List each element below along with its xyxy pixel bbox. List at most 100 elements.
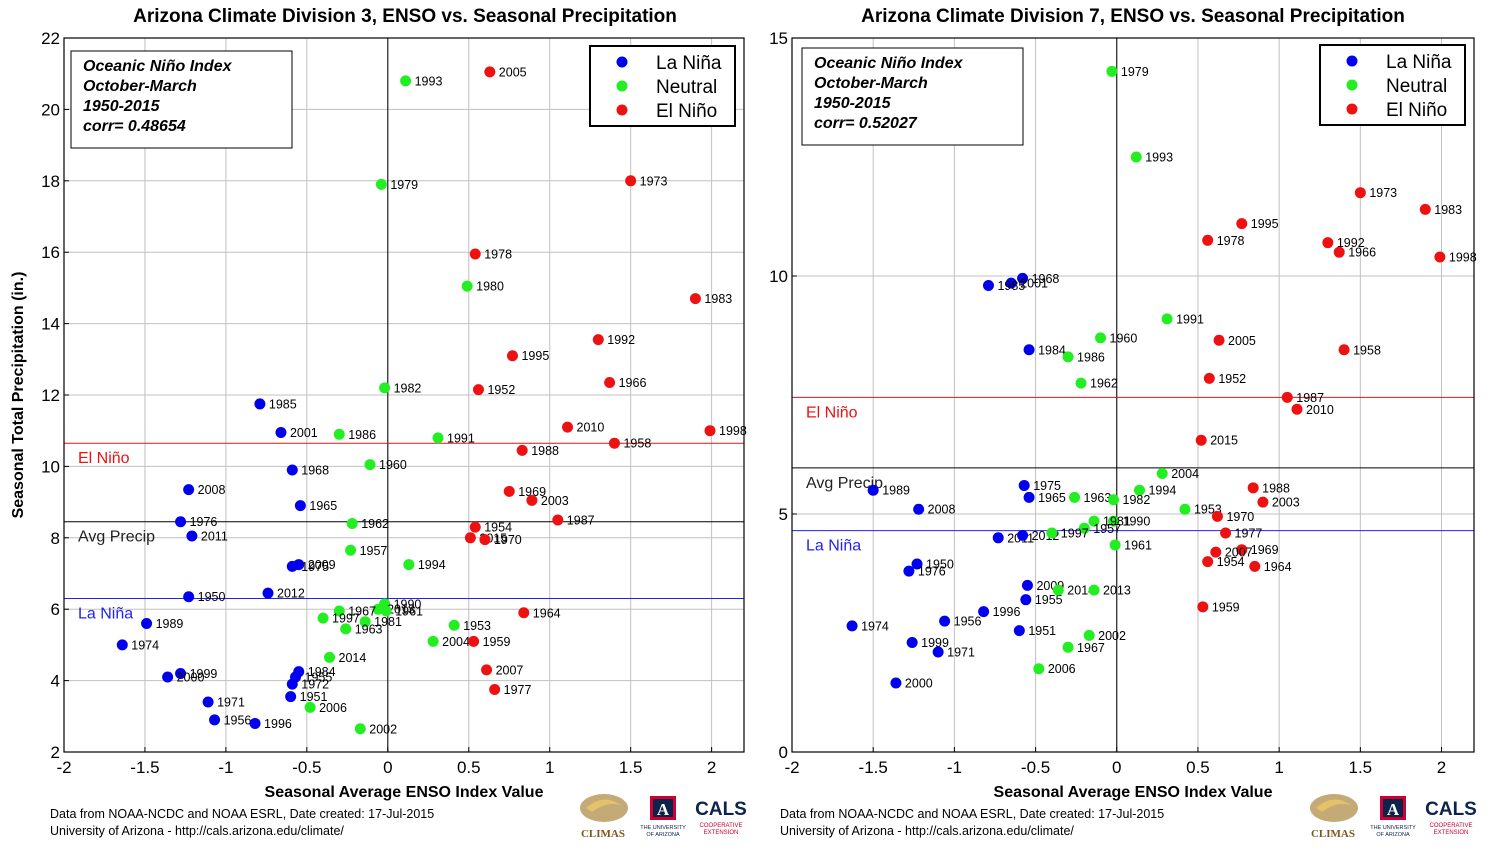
data-point-label: 1992 xyxy=(607,333,635,347)
data-point xyxy=(1419,203,1431,215)
data-point-label: 1958 xyxy=(1353,343,1381,357)
data-point-label: 1965 xyxy=(309,499,337,513)
data-point-label: 1966 xyxy=(619,376,647,390)
data-point-label: 1972 xyxy=(301,678,329,692)
data-point xyxy=(479,534,491,546)
data-point xyxy=(1220,527,1232,539)
data-point-label: 1963 xyxy=(355,622,383,636)
y-tick-label: 20 xyxy=(41,100,60,119)
x-tick-label: -2 xyxy=(784,758,799,777)
y-tick-label: 4 xyxy=(51,672,60,691)
data-point-label: 1982 xyxy=(394,381,422,395)
cals-logo-text: CALS xyxy=(695,799,747,820)
legend-entry: El Niño xyxy=(1386,100,1447,121)
series-la-ni-a: 1968200119851984197519891965200820112012… xyxy=(846,272,1066,690)
data-point-label: 2013 xyxy=(387,603,415,617)
data-point xyxy=(1033,663,1045,675)
x-tick-label: 2 xyxy=(707,758,716,777)
x-tick-label: 1.5 xyxy=(1349,758,1373,777)
series-neutral: 1979 1993 1991 1960 1986 1962 2004 1994 1963 1982… xyxy=(1033,65,1222,676)
data-point-label: 1989 xyxy=(882,484,910,498)
data-point-label: 1973 xyxy=(640,174,668,188)
climas-logo-sun xyxy=(1316,799,1352,812)
data-point xyxy=(254,398,266,410)
reference-line-label: El Niño xyxy=(78,450,130,467)
data-point xyxy=(375,178,387,190)
data-point xyxy=(1281,391,1293,403)
data-point-label: 1964 xyxy=(1264,560,1292,574)
data-point-label: 1970 xyxy=(494,533,522,547)
data-point-label: 1993 xyxy=(415,74,443,88)
data-point-label: 1969 xyxy=(1251,543,1279,557)
data-point xyxy=(141,617,153,629)
data-point-label: 1976 xyxy=(190,515,218,529)
info-box-line: corr= 0.48654 xyxy=(83,118,186,135)
data-point xyxy=(380,605,392,617)
data-point-label: 1997 xyxy=(332,612,360,626)
data-point xyxy=(1088,584,1100,596)
info-box-line: Oceanic Niño Index xyxy=(83,58,233,75)
x-tick-label: 0.5 xyxy=(1186,758,1210,777)
data-point xyxy=(1020,594,1032,606)
x-axis-label: Seasonal Average ENSO Index Value xyxy=(265,784,544,801)
data-point xyxy=(1247,482,1259,494)
legend-marker xyxy=(616,80,628,92)
data-point xyxy=(333,605,345,617)
data-point xyxy=(1108,515,1120,527)
data-point xyxy=(846,620,858,632)
chart-title: Arizona Climate Division 3, ENSO vs. Sea… xyxy=(133,6,677,27)
data-point-label: 1957 xyxy=(1093,522,1121,536)
data-point xyxy=(1130,151,1142,163)
footer-university-link: University of Arizona - http://cals.ariz… xyxy=(780,824,1074,838)
data-point-label: 1956 xyxy=(954,615,982,629)
data-point xyxy=(867,484,879,496)
data-point xyxy=(489,684,501,696)
data-point xyxy=(1023,491,1035,503)
data-point xyxy=(1213,334,1225,346)
data-point xyxy=(468,635,480,647)
data-point-label: 2008 xyxy=(198,483,226,497)
data-point xyxy=(932,646,944,658)
x-tick-label: -1 xyxy=(218,758,233,777)
footer-university-link: University of Arizona - http://cals.ariz… xyxy=(50,824,344,838)
data-point xyxy=(175,667,187,679)
footer-data-source: Data from NOAA-NCDC and NOAA ESRL, Date … xyxy=(50,807,434,821)
data-point xyxy=(286,560,298,572)
data-point-label: 1967 xyxy=(1077,641,1105,655)
data-point xyxy=(625,175,637,187)
data-point xyxy=(1069,491,1081,503)
data-point-label: 1968 xyxy=(301,463,329,477)
y-tick-label: 2 xyxy=(51,743,60,762)
data-point-label: 1956 xyxy=(224,713,252,727)
data-point-label: 1996 xyxy=(993,605,1021,619)
reference-line-label: El Niño xyxy=(806,404,858,421)
data-point xyxy=(1021,579,1033,591)
data-point-label: 1983 xyxy=(704,292,732,306)
data-point xyxy=(608,437,620,449)
info-box-line: Oceanic Niño Index xyxy=(814,55,964,72)
data-point-label: 1969 xyxy=(518,485,546,499)
y-tick-label: 22 xyxy=(41,29,60,48)
data-point xyxy=(1018,479,1030,491)
data-point xyxy=(1434,251,1446,263)
data-point-label: 2009 xyxy=(308,558,336,572)
data-point-label: 2005 xyxy=(499,65,527,79)
data-point-label: 1974 xyxy=(131,638,159,652)
x-tick-label: 0 xyxy=(383,758,392,777)
data-point xyxy=(183,591,195,603)
data-point-label: 1981 xyxy=(1103,515,1131,529)
data-point-label: 2004 xyxy=(1171,467,1199,481)
data-point-label: 1977 xyxy=(1235,527,1263,541)
x-tick-label: 0 xyxy=(1112,758,1121,777)
data-point xyxy=(911,558,923,570)
data-point xyxy=(275,426,287,438)
data-point-label: 2006 xyxy=(1048,662,1076,676)
data-point xyxy=(209,714,221,726)
y-tick-label: 16 xyxy=(41,243,60,262)
climas-logo-mark xyxy=(580,794,628,822)
y-tick-label: 18 xyxy=(41,172,60,191)
y-tick-label: 6 xyxy=(51,600,60,619)
info-box xyxy=(70,50,293,149)
